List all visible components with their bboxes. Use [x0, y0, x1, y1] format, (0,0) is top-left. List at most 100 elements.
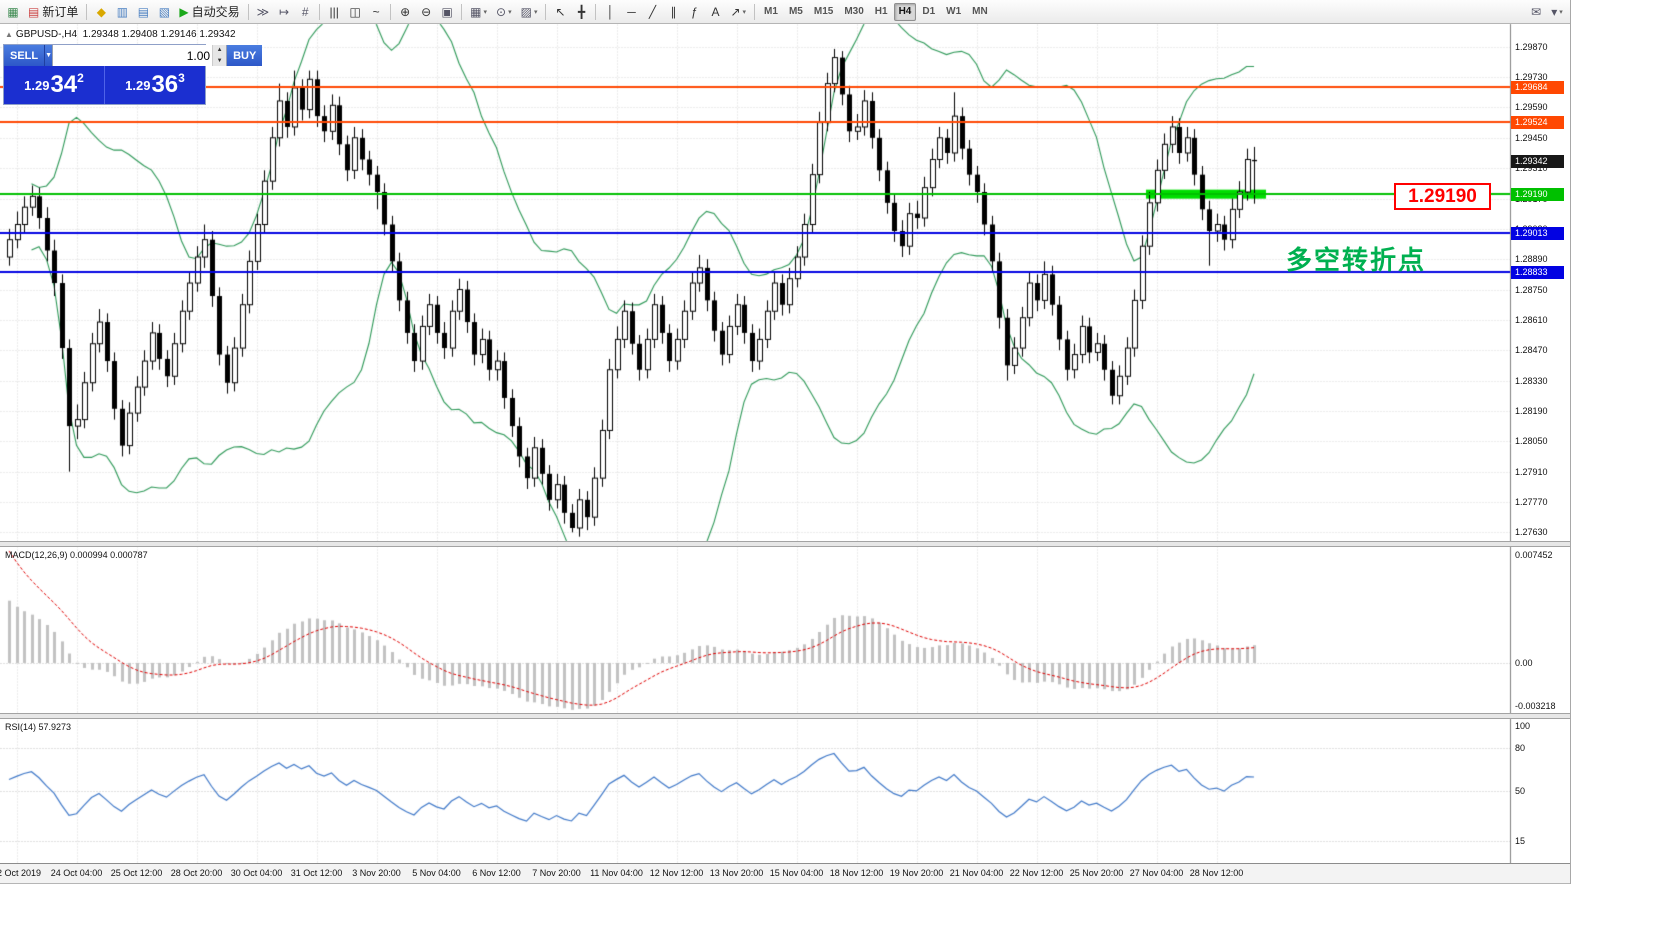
market-watch-icon: ▥ [116, 4, 129, 19]
volume-decrease-button[interactable]: ▼ [213, 55, 227, 66]
price-level-badge: 1.29190 [1511, 188, 1564, 201]
time-axis[interactable]: 22 Oct 2019 24 Oct 04:00 25 Oct 12:00 28 Oc… [0, 863, 1570, 884]
tile-windows-icon[interactable]: ▣ [437, 2, 457, 21]
chevron-down-icon: ▾ [508, 8, 512, 16]
sell-button[interactable]: SELL [4, 45, 45, 66]
templates-icon[interactable]: ▨ ▾ [517, 2, 542, 21]
chevron-down-icon: ▾ [742, 8, 747, 16]
price-axis-tick: 1.28190 [1515, 406, 1548, 416]
templates-icon: ▨ [520, 4, 532, 19]
rsi-scale-tick: 50 [1515, 786, 1526, 796]
channel-icon[interactable]: ∥ [663, 2, 683, 21]
vertical-line-icon[interactable]: │ [600, 2, 620, 21]
timeframe-m30-button[interactable]: M30 [839, 3, 868, 21]
notification-icon: ✉ [1530, 4, 1542, 19]
one-click-trading-panel: SELL ▼ ▲ ▼ BUY 1.29 34 2 1.29 36 3 [3, 44, 263, 105]
timeframe-d1-button[interactable]: D1 [917, 3, 940, 21]
grid-icon: # [301, 4, 309, 19]
timeframe-h1-button[interactable]: H1 [870, 3, 893, 21]
navigator-icon[interactable]: ▧ [154, 2, 174, 21]
time-axis-label: 22 Oct 2019 [0, 868, 42, 878]
buy-button[interactable]: BUY [227, 45, 263, 66]
new-chart-icon[interactable]: ▦ ▾ [466, 2, 491, 21]
horizontal-line-icon: ─ [627, 4, 636, 19]
price-level-badge: 1.28833 [1511, 266, 1564, 279]
fibonacci-icon[interactable]: ƒ [684, 2, 704, 21]
grid-icon[interactable]: # [295, 2, 315, 21]
candlestick-chart-icon[interactable]: ◫ [345, 2, 365, 21]
profiles-icon[interactable]: ◆ [91, 2, 111, 21]
oneclick-collapse-icon[interactable]: ▲ [5, 30, 13, 39]
symbol-header: ▲ GBPUSD-,H4 1.29348 1.29408 1.29146 1.29… [5, 29, 236, 40]
timeframe-w1-button[interactable]: W1 [941, 3, 966, 21]
pane-splitter-macd[interactable] [0, 541, 1570, 547]
rsi-scale-tick: 80 [1515, 743, 1526, 753]
toolbar-separator [545, 3, 547, 20]
rsi-scale-tick: 100 [1515, 721, 1531, 731]
time-axis-label: 30 Oct 04:00 [230, 868, 283, 878]
crosshair-icon[interactable]: ╋ [571, 2, 591, 21]
data-window-icon[interactable]: ▤ [133, 2, 153, 21]
cursor-icon[interactable]: ↖ [550, 2, 570, 21]
time-axis-label: 13 Nov 20:00 [709, 868, 764, 878]
turning-point-note[interactable]: 多空转折点 [1286, 245, 1427, 275]
order-type-dropdown[interactable]: ▼ [44, 45, 53, 66]
market-watch-icon[interactable]: ▥ [112, 2, 132, 21]
pane-splitter-rsi[interactable] [0, 713, 1570, 719]
chart-window-icon: ▦ [7, 4, 19, 19]
chart-shift-icon[interactable]: ↦ [274, 2, 294, 21]
price-level-badge: 1.29524 [1511, 116, 1564, 129]
auto-scroll-icon[interactable]: ≫ [253, 2, 274, 21]
toolbar-separator [754, 3, 756, 20]
time-axis-label: 21 Nov 04:00 [949, 868, 1004, 878]
timeframe-h4-button[interactable]: H4 [893, 2, 917, 21]
time-axis-label: 15 Nov 04:00 [769, 868, 824, 878]
bar-chart-icon[interactable]: ||| [324, 2, 344, 21]
time-axis-label: 25 Nov 20:00 [1069, 868, 1124, 878]
price-axis-tick: 1.29870 [1515, 42, 1548, 52]
cursor-icon: ↖ [555, 4, 566, 19]
price-axis-tick: 1.27630 [1515, 527, 1548, 537]
autotrading-button[interactable]: ▶ 自动交易 [175, 2, 243, 21]
toolbar-separator [390, 3, 392, 20]
price-level-annotation-box[interactable]: 1.29190 [1394, 183, 1491, 210]
fibonacci-icon: ƒ [691, 4, 698, 19]
volume-input[interactable] [53, 45, 213, 66]
text-icon[interactable]: A [705, 2, 725, 21]
timeframe-m1-button[interactable]: M1 [759, 3, 783, 21]
rsi-scale-tick: 15 [1515, 836, 1526, 846]
price-axis-tick: 1.28050 [1515, 436, 1548, 446]
chart-window-icon[interactable]: ▦ [3, 2, 23, 21]
toolbar-options-icon[interactable]: ▾ ▾ [1547, 2, 1567, 21]
line-chart-icon[interactable]: ~ [366, 2, 386, 21]
arrows-icon[interactable]: ↗ ▾ [726, 2, 750, 21]
zoom-in-icon[interactable]: ⊕ [395, 2, 415, 21]
time-axis-label: 3 Nov 20:00 [352, 868, 401, 878]
notification-icon[interactable]: ✉ [1526, 2, 1546, 21]
timeframe-m5-button[interactable]: M5 [784, 3, 808, 21]
price-level-badge: 1.29013 [1511, 227, 1564, 240]
timeframe-m15-button[interactable]: M15 [809, 3, 838, 21]
horizontal-line-icon[interactable]: ─ [621, 2, 641, 21]
data-window-icon: ▤ [137, 4, 150, 19]
timeframe-mn-button[interactable]: MN [967, 3, 993, 21]
bar-chart-icon: ||| [329, 4, 339, 19]
price-axis-tick: 1.28890 [1515, 254, 1548, 264]
trendline-icon[interactable]: ╱ [642, 2, 662, 21]
crosshair-icon: ╋ [577, 4, 586, 19]
sell-price-frac: 2 [77, 71, 84, 85]
arrows-icon: ↗ [730, 4, 741, 19]
zoom-out-icon: ⊖ [421, 4, 432, 19]
volume-increase-button[interactable]: ▲ [213, 45, 227, 56]
price-axis-tick: 1.27770 [1515, 497, 1548, 507]
macd-pane-label: MACD(12,26,9) 0.000994 0.000787 [5, 550, 148, 560]
sell-price-button[interactable]: 1.29 34 2 [4, 66, 104, 104]
price-axis-tick: 1.29450 [1515, 133, 1548, 143]
new-order-button[interactable]: ▤ 新订单 [24, 2, 82, 21]
time-axis-label: 28 Nov 12:00 [1189, 868, 1244, 878]
toolbar-separator [319, 3, 321, 20]
buy-price-button[interactable]: 1.29 36 3 [104, 66, 205, 104]
zoom-out-icon[interactable]: ⊖ [416, 2, 436, 21]
periods-icon[interactable]: ⊙ ▾ [492, 2, 516, 21]
